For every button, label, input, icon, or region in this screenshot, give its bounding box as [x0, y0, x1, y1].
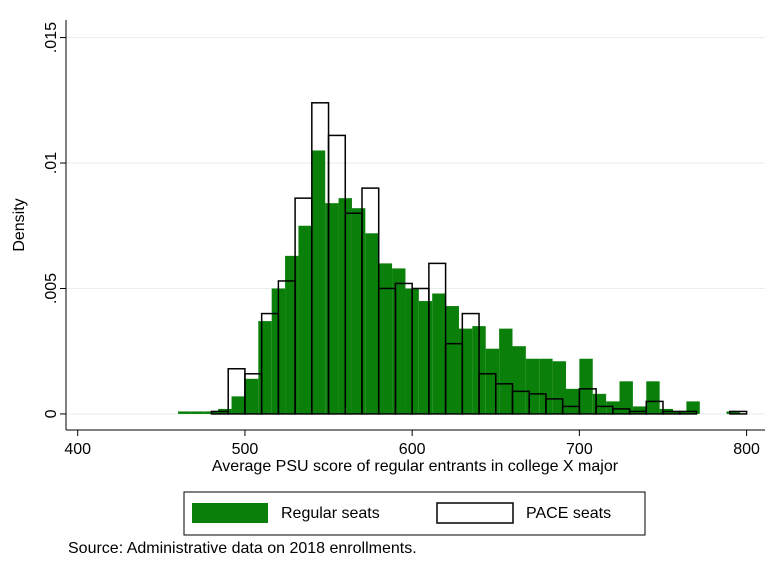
x-tick-label: 700: [566, 441, 593, 458]
x-tick-label: 600: [399, 441, 426, 458]
source-note: Source: Administrative data on 2018 enro…: [68, 540, 417, 557]
histogram-bar: [539, 358, 553, 414]
histogram-bar: [244, 378, 259, 414]
y-axis-title: Density: [11, 198, 28, 251]
histogram-bar: [619, 381, 633, 414]
histogram-bar: [485, 348, 500, 414]
histogram-bar: [632, 406, 647, 414]
y-tick-label: .005: [43, 273, 60, 304]
histogram-bar: [445, 306, 459, 414]
histogram-bar: [258, 321, 272, 414]
histogram-bar: [392, 268, 406, 414]
histogram-bar: [726, 411, 740, 414]
x-tick-label: 500: [232, 441, 259, 458]
histogram-bar: [298, 225, 312, 414]
histogram-bar: [525, 358, 540, 414]
histogram-bar: [178, 411, 192, 414]
histogram-bar: [432, 293, 446, 414]
histogram-bar: [378, 263, 393, 414]
legend-swatch: [436, 502, 514, 524]
x-tick-label: 800: [733, 441, 760, 458]
histogram-bar: [461, 312, 480, 415]
histogram-bar: [566, 388, 580, 414]
y-tick-label: 0: [43, 409, 60, 418]
y-tick-label: .015: [43, 22, 60, 53]
legend-label: Regular seats: [281, 505, 380, 522]
histogram-bar: [499, 328, 513, 414]
histogram-bar: [645, 400, 664, 415]
histogram-bar: [285, 255, 299, 414]
histogram-bar: [428, 262, 447, 415]
histogram-bar: [458, 328, 473, 414]
histogram-bar: [365, 233, 379, 414]
histogram-bar: [592, 393, 607, 414]
histogram-bar: [578, 388, 597, 415]
y-tick-label: .01: [43, 152, 60, 174]
histogram-bar: [678, 410, 698, 415]
histogram-bar: [418, 301, 433, 414]
x-tick-label: 400: [64, 441, 91, 458]
x-axis-title: Average PSU score of regular entrants in…: [212, 458, 619, 475]
histogram-bar: [512, 346, 526, 414]
legend-label: PACE seats: [526, 505, 611, 522]
histogram-bar: [646, 381, 660, 414]
legend-swatch: [192, 503, 268, 523]
histogram-bar: [351, 208, 366, 414]
histogram-bar: [231, 396, 245, 414]
histogram-bar: [311, 150, 326, 414]
histogram-bar: [579, 358, 593, 414]
histogram-bar: [325, 203, 339, 414]
histogram-bar: [191, 411, 205, 414]
histogram-bar: [729, 410, 748, 415]
